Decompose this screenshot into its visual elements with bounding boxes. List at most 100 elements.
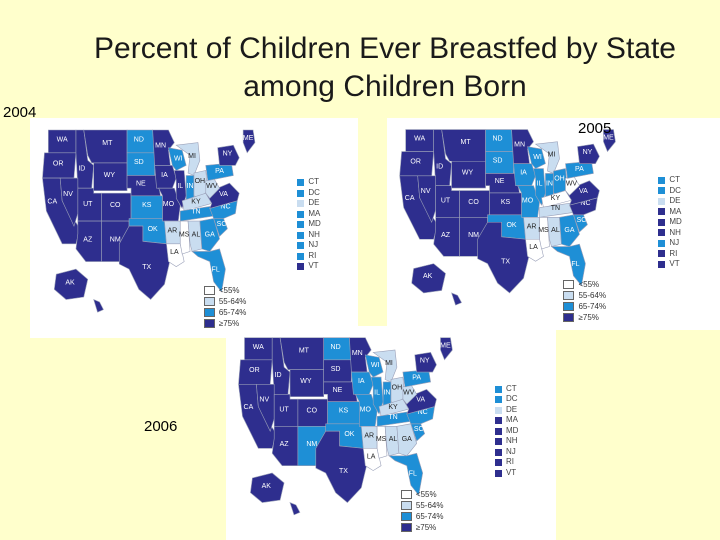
small-state-row: NH: [297, 230, 320, 241]
state-label-la: LA: [367, 453, 376, 460]
state-label-ar: AR: [527, 223, 537, 230]
small-state-name: CT: [308, 177, 319, 187]
legend-swatch: [203, 308, 215, 318]
state-label-va: VA: [219, 191, 228, 198]
small-state-row: DE: [297, 198, 320, 209]
state-label-fl: FL: [571, 261, 579, 268]
state-ga: [199, 218, 220, 252]
state-label-sd: SD: [331, 366, 341, 373]
legend-row: ≥75%: [400, 522, 444, 533]
legend-row: 55-64%: [203, 296, 246, 307]
state-label-co: CO: [307, 408, 318, 415]
state-label-or: OR: [410, 159, 421, 166]
small-state-swatch: [297, 210, 305, 218]
state-hi: [289, 502, 301, 516]
small-state-name: DE: [669, 196, 681, 206]
state-nv: [59, 177, 79, 227]
state-label-ky: KY: [551, 195, 561, 202]
map-2004: WA OR CA ID NV MT WY UT AZ CO NM ND SD NE KS OK TX MN IA MO…: [30, 118, 358, 338]
small-state-swatch: [658, 250, 666, 258]
legend-swatch: [400, 522, 412, 532]
small-state-row: VT: [297, 261, 320, 272]
legend-label: ≥75%: [218, 319, 240, 329]
state-label-tx: TX: [142, 264, 151, 271]
state-la: [362, 448, 382, 471]
state-label-wi: WI: [371, 362, 380, 369]
state-label-la: LA: [529, 244, 538, 251]
state-label-or: OR: [53, 160, 64, 167]
state-label-la: LA: [170, 249, 179, 256]
state-al: [547, 217, 562, 247]
state-al: [187, 220, 203, 252]
state-label-ga: GA: [564, 227, 574, 234]
state-label-al: AL: [551, 227, 560, 234]
small-state-name: NJ: [308, 240, 319, 250]
state-va: [402, 389, 437, 415]
state-tx: [118, 225, 171, 300]
state-label-nm: NM: [110, 236, 121, 243]
legend-label: ≥75%: [415, 522, 437, 532]
small-state-swatch: [297, 179, 305, 187]
state-label-al: AL: [192, 231, 201, 238]
small-state-row: CT: [658, 175, 681, 186]
state-ga: [396, 423, 418, 457]
state-label-wy: WY: [104, 172, 116, 179]
small-state-row: MA: [297, 209, 320, 220]
state-label-me: ME: [603, 134, 614, 141]
small-state-swatch: [658, 176, 666, 184]
small-state-swatch: [494, 448, 502, 456]
slide-title: Percent of Children Ever Breastfed by St…: [40, 30, 720, 106]
small-state-swatch: [658, 208, 666, 216]
state-label-nv: NV: [63, 191, 73, 198]
small-states-list: CT DC DE MA MD NH NJ RI VT: [494, 384, 518, 479]
state-label-mo: MO: [360, 406, 372, 413]
state-label-va: VA: [416, 397, 425, 404]
small-state-row: NJ: [494, 447, 518, 458]
state-label-mo: MO: [522, 198, 534, 205]
small-state-name: MD: [669, 217, 682, 227]
state-label-sc: SC: [414, 426, 424, 433]
state-label-ms: MS: [179, 231, 190, 238]
state-label-ak: AK: [65, 279, 75, 286]
state-label-ny: NY: [583, 149, 593, 156]
state-label-wy: WY: [462, 170, 474, 177]
state-fl: [550, 243, 586, 287]
small-state-name: VT: [505, 467, 517, 477]
small-state-name: VT: [669, 259, 680, 269]
state-hi: [93, 298, 104, 313]
state-label-az: AZ: [441, 232, 451, 239]
legend-swatch: [203, 297, 215, 307]
state-label-nm: NM: [468, 232, 479, 239]
state-label-wv: WV: [566, 181, 578, 188]
state-ak: [411, 263, 446, 294]
state-il: [173, 170, 187, 210]
small-state-row: NH: [658, 228, 681, 239]
small-state-swatch: [658, 187, 666, 195]
state-label-mt: MT: [299, 347, 310, 354]
state-me: [242, 129, 256, 154]
map-2006: WA OR CA ID NV MT WY UT AZ CO NM ND SD NE KS OK TX MN IA MO…: [226, 326, 556, 540]
state-label-mi: MI: [548, 151, 556, 158]
legend-label: <55%: [415, 489, 437, 499]
state-nv: [417, 175, 436, 224]
legend-row: ≥75%: [563, 312, 606, 323]
legend-swatch: [203, 319, 215, 329]
legend-label: 65-74%: [578, 302, 607, 312]
state-label-ak: AK: [262, 483, 272, 490]
state-label-tn: TN: [191, 209, 200, 216]
state-label-wv: WV: [206, 183, 218, 190]
map-2005: WA OR CA ID NV MT WY UT AZ CO NM ND SD NE KS OK TX MN IA MO…: [387, 118, 720, 330]
state-label-nc: NC: [220, 203, 230, 210]
state-label-co: CO: [468, 199, 479, 206]
small-state-swatch: [297, 263, 305, 271]
state-ms: [179, 220, 191, 255]
state-label-ok: OK: [148, 226, 158, 233]
state-label-il: IL: [537, 181, 543, 188]
small-state-row: VT: [494, 467, 518, 479]
state-ny: [217, 144, 240, 166]
state-label-ok: OK: [344, 431, 354, 438]
small-state-row: MA: [658, 207, 681, 218]
small-state-name: DC: [308, 187, 320, 197]
title-line-2: among Children Born: [243, 70, 527, 103]
state-label-mi: MI: [188, 153, 196, 160]
